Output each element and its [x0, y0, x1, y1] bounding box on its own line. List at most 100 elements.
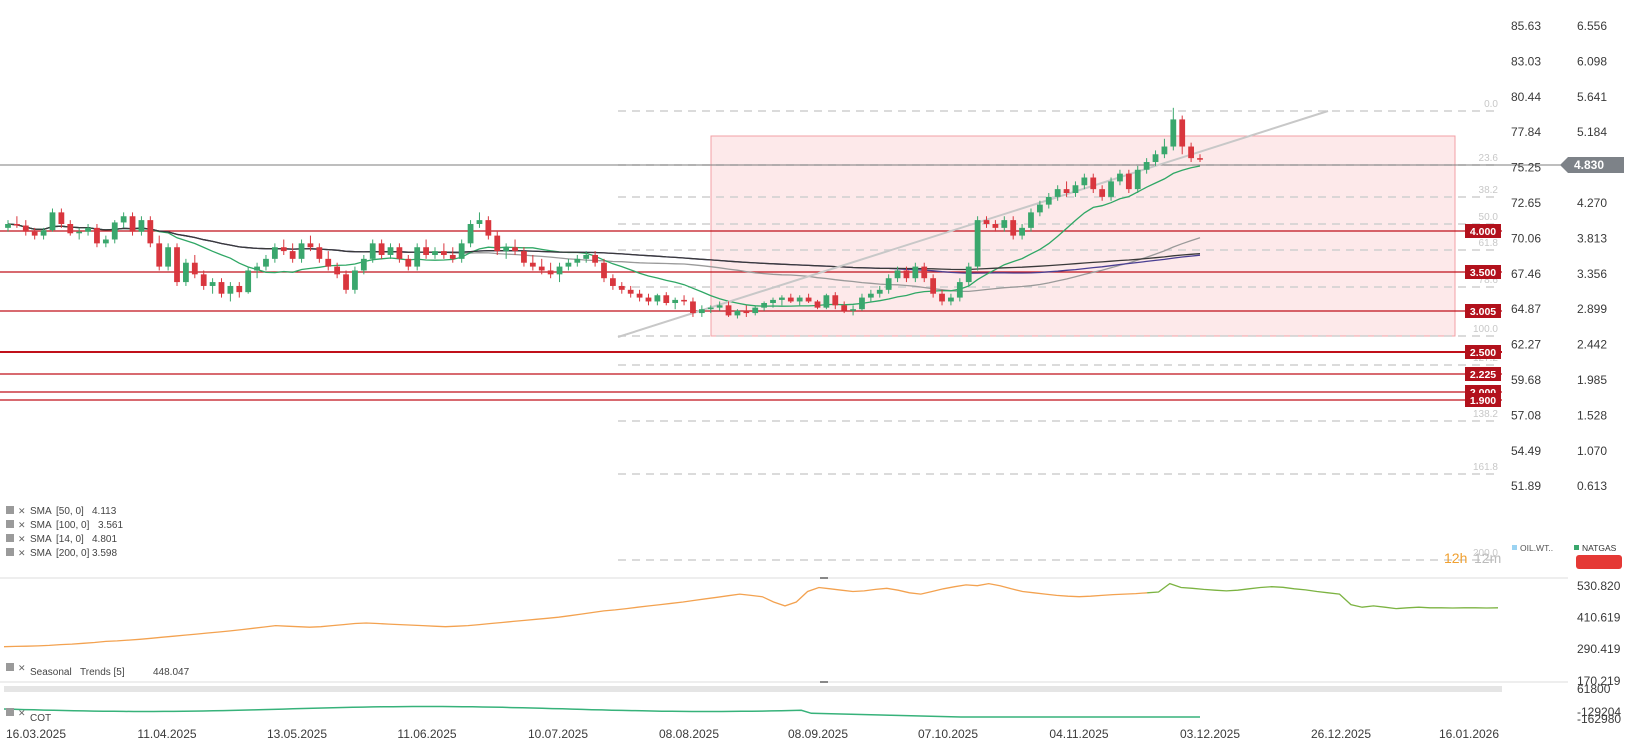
- last-price-tag[interactable]: [1560, 157, 1624, 173]
- fib-label-61.8: 61.8: [1479, 238, 1499, 249]
- date-label: 11.06.2025: [397, 727, 456, 741]
- seasonal-panel[interactable]: 530.820 410.619 290.419 170.219 ✕ Seasonal Tre…: [0, 577, 1621, 688]
- level-tag-4.000[interactable]: [1465, 224, 1501, 238]
- candle-body: [627, 289, 634, 294]
- candle-body: [618, 285, 625, 290]
- candle-body: [1108, 181, 1114, 197]
- seasonal-legend-settings-icon[interactable]: [6, 663, 14, 671]
- sma-legend-params: [100, 0]: [56, 520, 90, 531]
- candle-body: [672, 299, 679, 304]
- candle-body: [147, 220, 154, 244]
- fib-zone-layer: [710, 135, 1456, 337]
- candle-body: [263, 258, 269, 267]
- cot-panel[interactable]: 61800 -129204-162980 ✕ COT: [0, 681, 1621, 726]
- axis-label-secondary: 51.89: [1511, 479, 1541, 493]
- fib-label-200.0: 200.0: [1473, 548, 1498, 559]
- candle-body: [423, 247, 429, 255]
- candle-body: [574, 258, 581, 263]
- candle-body: [67, 223, 74, 234]
- candle-body: [14, 223, 20, 226]
- candle-body: [912, 266, 919, 279]
- sma-legend-settings-icon[interactable]: [6, 548, 14, 556]
- candle-body: [939, 293, 945, 302]
- candle-body: [503, 247, 510, 252]
- candle-body: [440, 251, 447, 255]
- level-tag-text-1.900: 1.900: [1470, 395, 1496, 407]
- sma-legend-settings-icon[interactable]: [6, 520, 14, 528]
- candle-body: [22, 225, 29, 232]
- axis-label-secondary: 64.87: [1511, 302, 1541, 316]
- candle-body: [663, 295, 670, 304]
- candle-body: [948, 297, 954, 302]
- sma-legend-settings-icon[interactable]: [6, 506, 14, 514]
- level-tag-3.005[interactable]: [1465, 304, 1501, 318]
- candle-body: [529, 262, 536, 267]
- candle-body: [761, 303, 768, 308]
- seasonal-legend-value: 448.047: [153, 667, 190, 678]
- candle-body: [814, 301, 821, 308]
- level-tag-2.500[interactable]: [1465, 345, 1501, 359]
- fib-label-50.0: 50.0: [1479, 212, 1499, 223]
- candle-body: [1125, 173, 1132, 190]
- candle-body: [449, 254, 456, 259]
- trendline[interactable]: [617, 110, 1329, 338]
- candle-body: [636, 293, 643, 298]
- seasonal-legend-remove-icon: ✕: [18, 663, 26, 673]
- candle-body: [832, 295, 839, 306]
- sma-legend-value: 4.801: [92, 534, 117, 545]
- level-tag-text-3.005: 3.005: [1470, 306, 1496, 318]
- level-tag-3.500[interactable]: [1465, 265, 1501, 279]
- sma-legend-name: SMA: [30, 520, 52, 531]
- candle-body: [316, 247, 323, 259]
- candle-body: [76, 231, 83, 234]
- candle-body: [352, 270, 358, 290]
- level-tag-2.225[interactable]: [1465, 367, 1501, 381]
- level-tag-1.900[interactable]: [1465, 393, 1501, 407]
- date-label: 08.09.2025: [788, 727, 848, 741]
- candle-body: [485, 220, 492, 236]
- timeframe-label: 12h: [1444, 550, 1467, 566]
- sma-legend-value: 3.598: [92, 548, 117, 559]
- candle-body: [325, 258, 332, 267]
- seasonal-axis-label: 170.219: [1577, 674, 1621, 688]
- candle-body: [111, 222, 118, 240]
- axis-label-primary: 6.098: [1577, 54, 1607, 68]
- main-price-axis[interactable]: 85.63 83.03 80.44 77.84 75.25 72.65 70.06 67.46…: [1444, 19, 1624, 569]
- candle-body: [903, 270, 910, 279]
- candle-body: [1170, 119, 1177, 147]
- seasonal-line-future: [1147, 582, 1499, 610]
- axis-label-primary: 0.613: [1577, 479, 1607, 493]
- candle-body: [1081, 177, 1088, 186]
- candle-body: [271, 247, 278, 259]
- candle-body: [307, 243, 314, 248]
- natgas-price-tag[interactable]: [1576, 555, 1622, 569]
- candle-body: [396, 247, 403, 259]
- candle-body: [734, 310, 741, 316]
- candle-body: [289, 251, 296, 259]
- level-tag-text-2.500: 2.500: [1470, 347, 1496, 359]
- sma-legend-settings-icon[interactable]: [6, 534, 14, 542]
- trendline-layer[interactable]: [617, 110, 1329, 338]
- date-label: 07.10.2025: [918, 727, 978, 741]
- axis-label-secondary: 57.08: [1511, 408, 1541, 422]
- cot-line: [3, 705, 1200, 718]
- candle-body: [867, 293, 874, 298]
- candle-body: [1134, 169, 1141, 190]
- cot-axis-label: -129204: [1577, 705, 1621, 719]
- axis-label-secondary: 67.46: [1511, 267, 1541, 281]
- sma-legend[interactable]: ✕ SMA [50, 0] 4.113 ✕ SMA [100, 0] 3.561 ✕ SMA [14…: [6, 506, 123, 559]
- sma-legend-params: [14, 0]: [56, 534, 84, 545]
- candle-body: [183, 262, 189, 283]
- date-label: 16.03.2025: [6, 727, 66, 741]
- candle-body: [129, 216, 136, 232]
- natgas-legend-label: NATGAS: [1582, 543, 1617, 553]
- cot-legend-settings-icon[interactable]: [6, 708, 14, 716]
- candle-body: [885, 278, 892, 290]
- candle-body: [992, 223, 999, 228]
- axis-label-primary: 1.528: [1577, 408, 1607, 422]
- axis-label-primary: 5.641: [1577, 90, 1607, 104]
- candle-body: [796, 297, 803, 302]
